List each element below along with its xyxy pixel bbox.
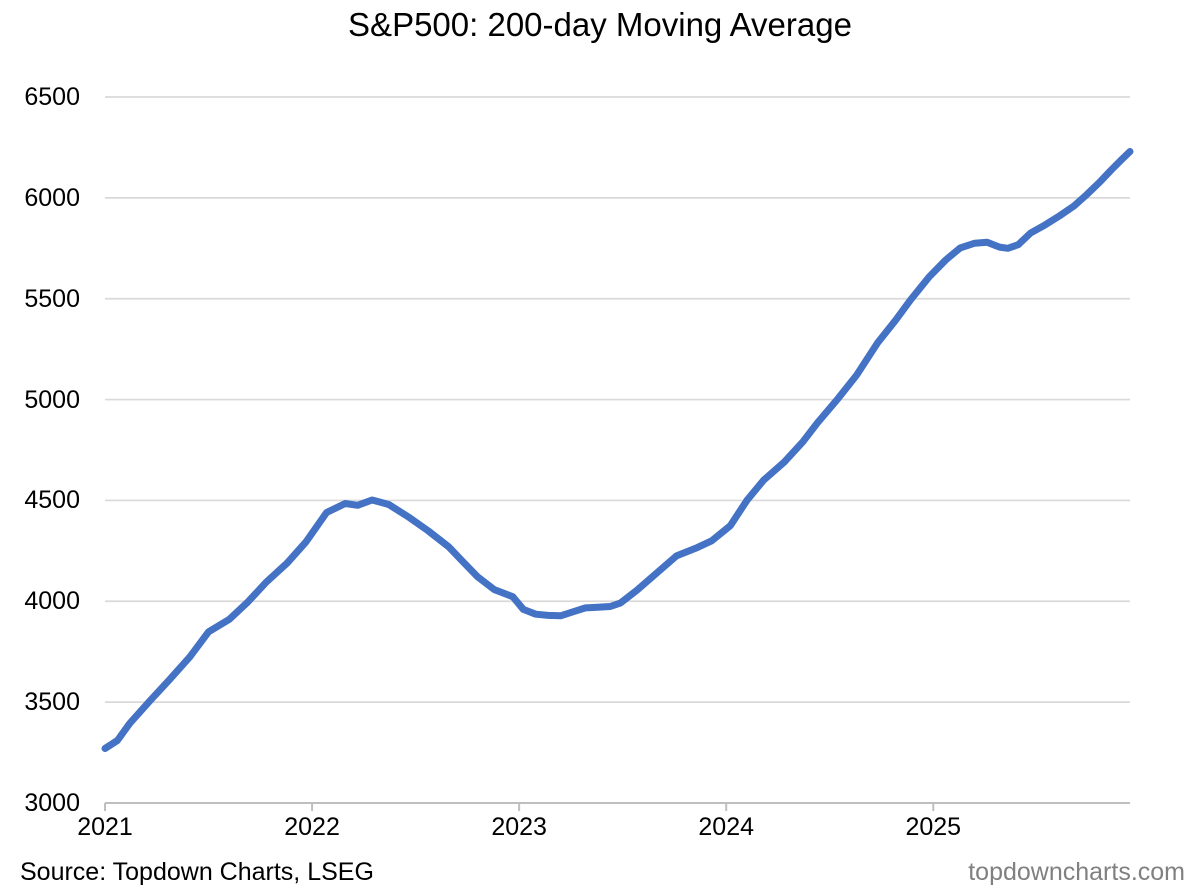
y-tick-label: 4500: [24, 486, 80, 515]
y-tick-label: 3500: [24, 688, 80, 717]
x-tick-label: 2023: [491, 813, 547, 841]
y-tick-label: 4000: [24, 587, 80, 616]
y-tick-label: 6500: [24, 83, 80, 111]
x-tick-label: 2022: [284, 813, 340, 841]
y-tick-label: 6000: [24, 183, 80, 212]
x-tick-label: 2024: [698, 813, 755, 841]
x-tick-label: 2025: [905, 813, 962, 841]
y-tick-label: 5500: [24, 284, 80, 313]
site-watermark: topdowncharts.com: [968, 858, 1185, 886]
x-tick-label: 2021: [77, 813, 133, 841]
trend-line: [101, 148, 1134, 752]
y-tick-label: 3000: [24, 789, 80, 817]
chart-title: S&P500: 200-day Moving Average: [348, 6, 852, 43]
y-tick-label: 5000: [24, 385, 80, 414]
source-attribution: Source: Topdown Charts, LSEG: [20, 858, 374, 886]
